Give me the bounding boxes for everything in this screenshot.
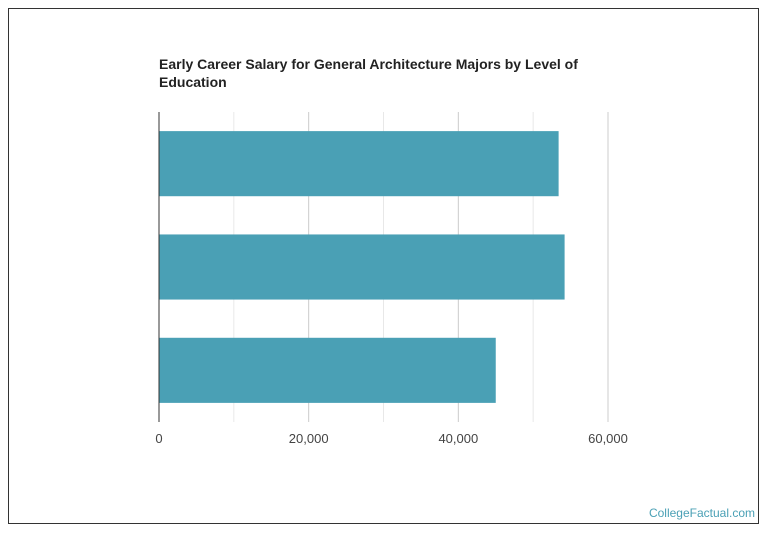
- x-tick-label: 40,000: [438, 431, 478, 446]
- chart-title: Early Career Salary for General Architec…: [159, 56, 578, 90]
- credit-link[interactable]: CollegeFactual.com: [648, 506, 755, 520]
- bar: [159, 337, 496, 403]
- bar: [159, 131, 559, 197]
- x-tick-label: 20,000: [289, 431, 329, 446]
- bar: [159, 234, 565, 300]
- x-tick-label: 0: [155, 431, 162, 446]
- bars: [159, 131, 565, 403]
- x-tick-label: 60,000: [588, 431, 628, 446]
- x-axis-ticks: 0 20,000 40,000 60,000: [155, 431, 628, 446]
